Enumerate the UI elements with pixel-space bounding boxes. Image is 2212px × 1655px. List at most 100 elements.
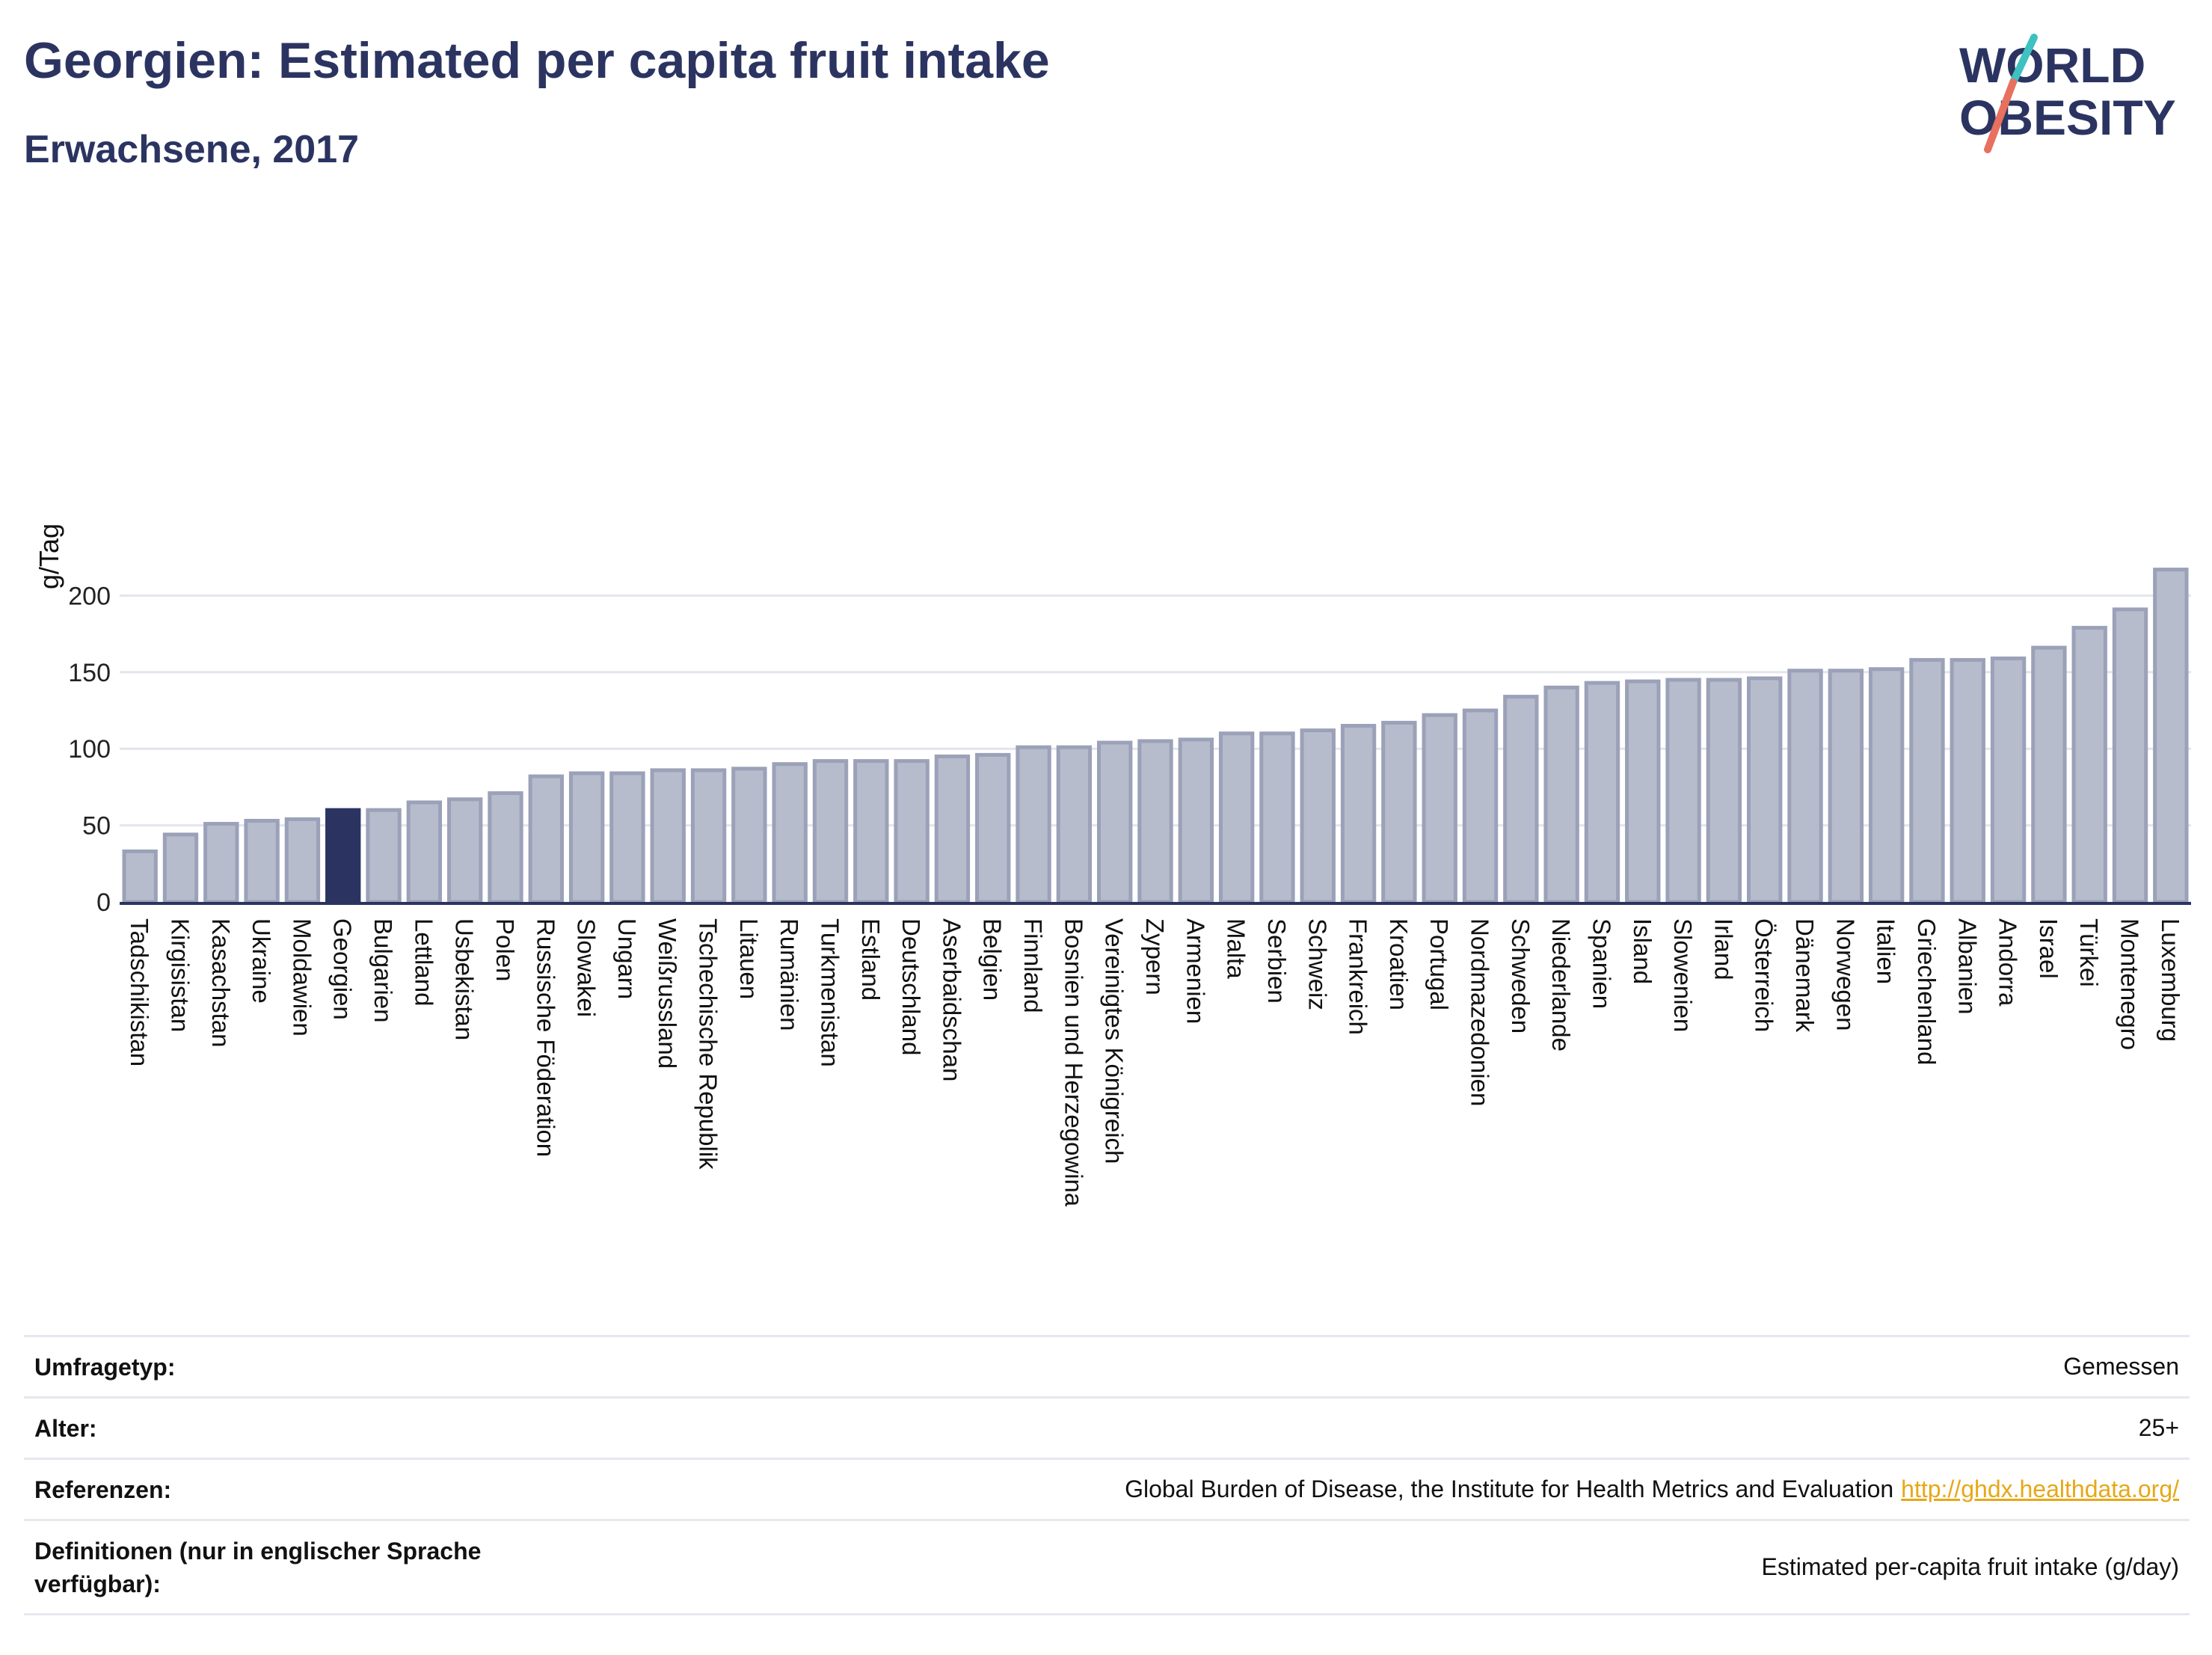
x-tick-label: Armenien [1182,918,1209,1024]
bar[interactable] [1828,669,1864,904]
bar-chart: 0 50 100 150 200 Tadschikistan Kirgisistan Kas… [34,523,2191,1207]
x-tick-label: Österreich [1751,918,1778,1032]
x-tick-label: Kirgisistan [166,918,194,1032]
reference-link[interactable]: http://ghdx.healthdata.org/ [1901,1476,2179,1502]
bar[interactable] [1503,695,1539,904]
y-tick-label: 50 [82,812,111,841]
bar[interactable] [1340,723,1377,904]
bar[interactable] [1422,713,1457,904]
bar[interactable] [1056,745,1093,904]
x-tick-label: Litauen [735,918,763,999]
bar[interactable] [1990,656,2027,904]
info-label: Definitionen (nur in englischer Sprache … [34,1537,482,1597]
bar[interactable] [1300,728,1336,904]
bar[interactable] [1909,657,1945,904]
bar[interactable] [1259,731,1295,904]
x-tick-label: Usbekistan [451,918,479,1040]
x-tick-label: Nordmazedonien [1466,918,1494,1106]
x-tick-label: Israel [2035,918,2062,979]
bar[interactable] [1016,745,1051,904]
bar[interactable] [2153,568,2189,904]
x-tick-label: Tadschikistan [126,918,153,1066]
x-tick-label: Polen [491,918,519,981]
bar[interactable] [406,800,443,904]
bar[interactable] [1747,676,1783,904]
bar-highlight[interactable] [325,808,361,904]
bar[interactable] [162,832,199,904]
x-tick-label: Albanien [1953,918,1981,1014]
x-tick-label: Slowakei [573,918,600,1017]
bar[interactable] [446,797,483,904]
x-tick-label: Island [1629,918,1656,984]
info-label: Alter: [34,1414,97,1442]
x-tick-label: Belgien [979,918,1007,1001]
x-tick-label: Georgien [329,918,357,1020]
bar[interactable] [1137,739,1173,904]
x-tick-label: Andorra [1994,918,2022,1007]
x-tick-label: Kroatien [1385,918,1413,1010]
x-tick-label: Ukraine [248,918,275,1004]
x-tick-label: Schweden [1507,918,1534,1034]
bar[interactable] [1218,731,1255,904]
page-title: Georgien: Estimated per capita fruit int… [24,32,1050,89]
bar[interactable] [934,754,971,904]
x-tick-label: Slowenien [1669,918,1697,1032]
bar[interactable] [812,759,849,904]
x-tick-label: Schweiz [1303,918,1331,1010]
x-tick-label: Russische Föderation [532,918,559,1157]
bar[interactable] [488,791,523,904]
bar[interactable] [1868,667,1905,904]
y-tick-label: 150 [68,659,111,687]
x-tick-label: Estland [857,918,885,1001]
x-tick-label: Irland [1709,918,1737,980]
info-value: 25+ [2138,1414,2179,1441]
x-tick-label: Luxemburg [2157,918,2184,1042]
bar[interactable] [853,759,889,904]
bar[interactable] [975,752,1011,904]
bar[interactable] [1543,685,1579,904]
bar[interactable] [244,818,280,904]
info-row-age: Alter: 25+ [24,1397,2190,1459]
x-axis: Tadschikistan Kirgisistan Kasachstan Ukrain… [120,902,2191,1207]
bar[interactable] [772,762,808,904]
bar[interactable] [1097,740,1133,904]
logo-line1: WORLD [1959,37,2145,93]
y-tick-label: 200 [68,582,111,610]
bar[interactable] [203,822,239,904]
bar[interactable] [366,808,402,904]
bar[interactable] [650,768,686,904]
bar[interactable] [894,759,930,904]
bar[interactable] [568,771,605,904]
bar[interactable] [1584,681,1620,904]
bar[interactable] [690,768,727,904]
bar[interactable] [731,767,767,904]
bar[interactable] [528,774,564,904]
info-row-definitions: Definitionen (nur in englischer Sprache … [24,1520,2190,1615]
bar[interactable] [2112,607,2148,904]
bar[interactable] [2071,625,2107,904]
x-tick-label: Finnland [1019,918,1047,1013]
bar[interactable] [1665,678,1701,904]
y-tick-label: 0 [96,888,111,917]
bar[interactable] [284,817,321,904]
bar[interactable] [1706,678,1742,904]
bar[interactable] [1625,679,1661,904]
bar[interactable] [1178,737,1214,904]
x-tick-label: Montenegro [2116,918,2144,1050]
bar[interactable] [2031,645,2067,904]
logo-slash-coral [1984,79,2017,153]
info-row-references: Referenzen: Global Burden of Disease, th… [24,1458,2190,1520]
x-tick-label: Bulgarien [369,918,397,1022]
bar[interactable] [1787,669,1823,904]
bar[interactable] [1381,720,1417,904]
x-tick-label: Aserbaidschan [938,918,965,1081]
bar[interactable] [1462,708,1499,904]
world-obesity-logo: WORLD OBESITY [1959,34,2176,153]
info-value: Estimated per-capita fruit intake (g/day… [1761,1553,2179,1580]
x-tick-label: Dänemark [1791,918,1819,1033]
bar[interactable] [609,771,645,904]
bar[interactable] [1950,657,1985,904]
x-tick-label: Norwegen [1831,918,1859,1031]
bar[interactable] [122,849,158,904]
info-label: Referenzen: [34,1476,172,1503]
